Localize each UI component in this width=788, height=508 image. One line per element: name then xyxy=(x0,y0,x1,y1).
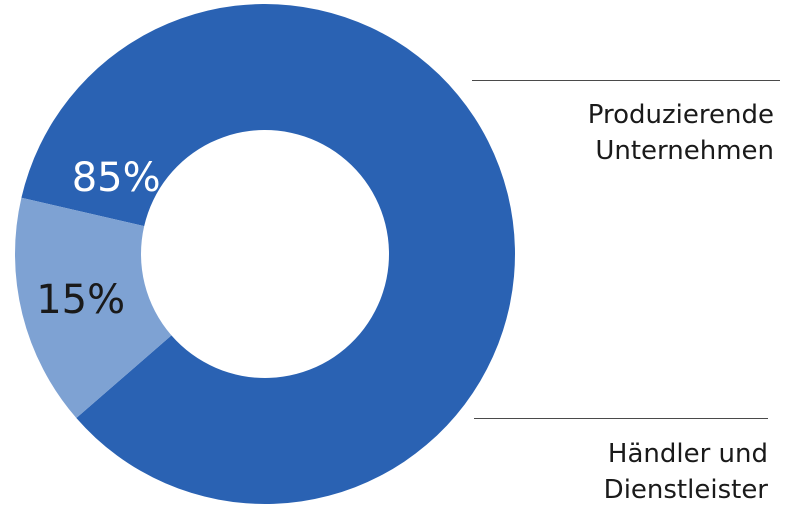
legend-line-haendler xyxy=(474,418,768,419)
donut-value-label-1: 15% xyxy=(36,277,125,323)
legend-label-haendler-line-1: Händler und xyxy=(607,439,768,469)
legend-label-produzierende-line-1: Produzierende xyxy=(587,100,774,130)
legend-label-produzierende: Produzierende Unternehmen xyxy=(588,97,774,169)
donut-slice-1 xyxy=(14,197,172,419)
legend-line-produzierende xyxy=(472,80,780,81)
legend-label-haendler: Händler und Dienstleister xyxy=(604,436,768,508)
donut-value-label-0: 85% xyxy=(72,155,161,201)
legend-label-produzierende-line-2: Unternehmen xyxy=(595,136,774,166)
legend-label-haendler-line-2: Dienstleister xyxy=(603,475,768,505)
donut-slice-0 xyxy=(21,3,515,505)
